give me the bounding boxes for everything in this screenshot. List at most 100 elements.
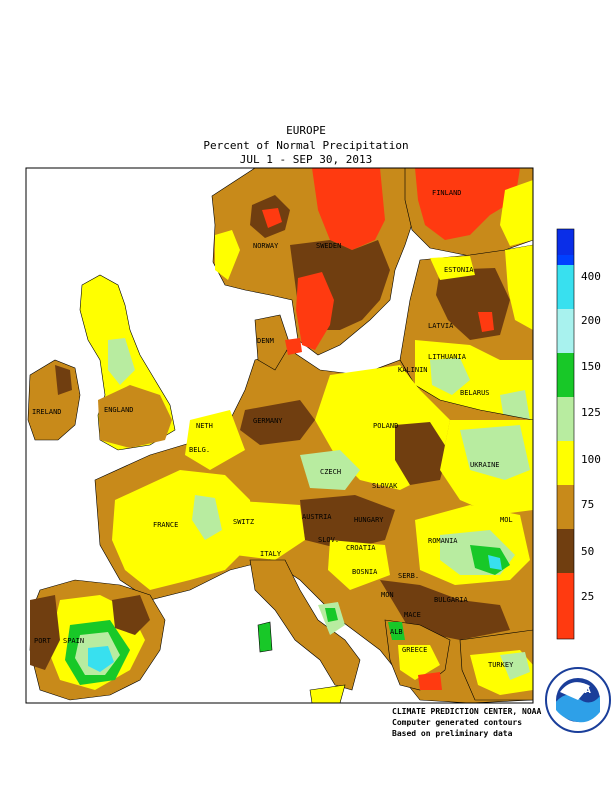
map-region-title: EUROPE: [286, 124, 326, 137]
label-kaliningrad: KALININ: [398, 366, 428, 374]
sweden-dry-south: [296, 272, 334, 350]
label-portugal: PORT: [34, 637, 52, 645]
lithuania-green: [430, 358, 470, 395]
legend-tick: 200: [581, 314, 601, 327]
legend-border: [556, 228, 575, 640]
legend-tick: 125: [581, 406, 601, 419]
legend-swatch: [557, 441, 574, 485]
label-poland: POLAND: [373, 422, 398, 430]
legend-swatch: [557, 573, 574, 639]
label-italy: ITALY: [260, 550, 282, 558]
map-period: JUL 1 - SEP 30, 2013: [239, 153, 373, 166]
label-denmark: DENM: [257, 337, 274, 345]
credit-line-1: CLIMATE PREDICTION CENTER, NOAA: [392, 707, 542, 716]
label-netherlands: NETH: [196, 422, 213, 430]
label-germany: GERMANY: [253, 417, 283, 425]
label-turkey: TURKEY: [488, 661, 514, 669]
poland-darkbrown: [395, 422, 448, 485]
legend-swatch: [557, 309, 574, 353]
label-czech: CZECH: [320, 468, 341, 476]
russia-yellow: [505, 245, 533, 330]
map-area: [26, 168, 533, 703]
label-sweden: SWEDEN: [316, 242, 341, 250]
label-bulgaria: BULGARIA: [434, 596, 469, 604]
label-slovenia: SLOV.: [318, 536, 339, 544]
legend-tick: 400: [581, 270, 601, 283]
czech-green: [300, 450, 360, 490]
alps-yellow: [225, 500, 305, 560]
denmark: [254, 314, 291, 371]
label-austria: AUSTRIA: [302, 513, 332, 521]
legend-tick: 75: [581, 498, 594, 511]
legend-swatch: [557, 529, 574, 573]
croatia-yellow: [328, 540, 390, 590]
label-croatia: CROATIA: [346, 544, 376, 552]
label-moldova: MOL: [500, 516, 513, 524]
portugal-darkbrown: [30, 595, 60, 670]
map-frame: [25, 167, 534, 704]
turkey-green: [500, 652, 530, 680]
legend-swatch: [557, 229, 574, 255]
legend-tick: 150: [581, 360, 601, 373]
credit-line-3: Based on preliminary data: [392, 729, 513, 738]
label-norway: NORWAY: [253, 242, 279, 250]
ireland-darkbrown: [55, 365, 72, 395]
label-macedonia: MACE: [404, 611, 421, 619]
legend-swatch: [557, 255, 574, 265]
germany-darkbrown: [240, 400, 315, 445]
france-yellow: [112, 470, 255, 590]
austria-hungary-darkbrown: [300, 495, 395, 550]
legend-tick: 25: [581, 590, 594, 603]
gb-brown: [98, 385, 172, 448]
noaa-logo-text: NOAA: [565, 686, 591, 695]
label-england: ENGLAND: [104, 406, 134, 414]
legend-tick: 50: [581, 545, 594, 558]
label-slovakia: SLOVAK: [372, 482, 398, 490]
finland-wet: [500, 180, 533, 246]
label-lithuania: LITHUANIA: [428, 353, 467, 361]
label-belarus: BELARUS: [460, 389, 490, 397]
label-hungary: HUNGARY: [354, 516, 384, 524]
label-ireland: IRELAND: [32, 408, 62, 416]
label-switzerland: SWITZ: [233, 518, 254, 526]
label-france: FRANCE: [153, 521, 178, 529]
france-green: [192, 495, 222, 540]
label-greece: GREECE: [402, 646, 427, 654]
region-italy: [249, 559, 361, 691]
legend-colorbar: [556, 228, 575, 640]
legend-swatch: [557, 485, 574, 529]
greece-yellow: [398, 645, 440, 680]
legend-swatch: [557, 265, 574, 309]
map-subtitle: Percent of Normal Precipitation: [203, 139, 409, 152]
label-finland: FINLAND: [432, 189, 462, 197]
spain-verywet: [88, 646, 114, 672]
country-labels: FINLAND NORWAY SWEDEN ESTONIA LATVIA LIT…: [32, 189, 514, 669]
label-ukraine: UKRAINE: [470, 461, 500, 469]
spain-dry: [112, 595, 150, 635]
norway-yellow: [215, 230, 240, 280]
belgium-yellow: [185, 410, 245, 470]
ukraine-green: [460, 425, 530, 480]
norway-dry: [262, 208, 282, 228]
legend-swatch: [557, 397, 574, 441]
noaa-logo: NOAA: [545, 667, 611, 733]
credit-line-2: Computer generated contours: [392, 718, 523, 727]
estonia-yellow: [430, 256, 475, 280]
sweden-dry-north: [312, 168, 385, 250]
crete-dry: [418, 672, 442, 690]
label-albania: ALB: [390, 628, 403, 636]
label-estonia: ESTONIA: [444, 266, 474, 274]
label-serbia: SERB.: [398, 572, 419, 580]
label-spain: SPAIN: [63, 637, 84, 645]
label-bosnia: BOSNIA: [352, 568, 378, 576]
denmark-dry: [285, 338, 302, 355]
legend-tick: 100: [581, 453, 601, 466]
label-romania: ROMANIA: [428, 537, 458, 545]
gb-green: [108, 338, 135, 385]
label-montenegro: MON: [381, 591, 394, 599]
sardinia: [257, 621, 273, 653]
albania-green: [388, 622, 405, 640]
sicily: [309, 684, 346, 703]
latvia-dry: [478, 312, 494, 332]
